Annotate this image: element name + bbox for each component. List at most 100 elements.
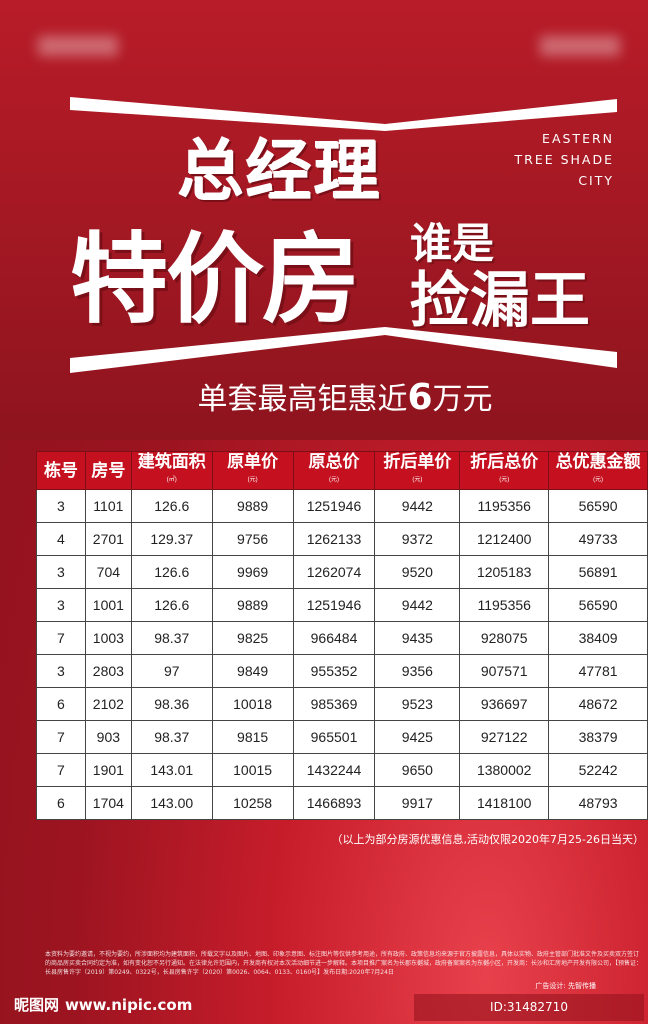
headline-line2: 特价房 [70,223,360,337]
table-cell: 9356 [374,654,461,688]
table-cell: 936697 [459,687,550,721]
column-header: 栋号 [36,451,86,490]
table-cell: 126.6 [130,555,213,589]
table-cell: 955352 [292,654,376,688]
table-cell: 6 [36,687,86,721]
table-cell: 927122 [459,720,550,754]
table-cell: 9849 [211,654,294,688]
table-cell: 1251946 [292,588,376,622]
watermark: 昵图网 www.nipic.com [14,994,192,1015]
headline-line4: 捡漏王 [410,266,590,336]
table-cell: 126.6 [130,588,213,622]
table-cell: 1262133 [292,522,376,556]
table-cell: 143.00 [130,786,213,820]
table-row: 4 2701 129.37 9756 1262133 9372 1212400 49733 [36,522,648,556]
column-header: 总优惠金额 (元) [548,451,648,490]
table-cell: 1101 [84,489,132,523]
table-row: 7 903 98.37 9815 965501 9425 927122 38379 [36,720,648,754]
column-header: 原总价 (元) [292,451,376,490]
watermark-id: ID:31482710 NO:20210327224334275083 [414,994,644,1021]
table-row: 3 2803 97 9849 955352 9356 907571 47781 [36,654,648,688]
table-cell: 966484 [292,621,376,655]
table-row: 7 1003 98.37 9825 966484 9435 928075 38409 [36,621,648,655]
header-label: 栋号 [43,460,78,480]
table-cell: 56891 [548,555,648,589]
table-cell: 143.01 [130,753,213,787]
table-cell: 3 [36,588,86,622]
table-row: 3 1101 126.6 9889 1251946 9442 1195356 56590 [36,489,648,523]
table-cell: 9815 [211,720,294,754]
table-cell: 10258 [211,786,294,820]
table-cell: 1195356 [459,489,550,523]
table-cell: 97 [130,654,213,688]
table-cell: 9756 [211,522,294,556]
activity-note: （以上为部分房源优惠信息,活动仅限2020年7月25-26日当天） [331,833,644,846]
english-line: TREE SHADE [514,152,614,167]
table-cell: 1432244 [292,753,376,787]
header-unit: (元) [247,476,258,483]
table-cell: 98.37 [130,720,213,754]
subtitle-text: 单套最高钜惠近 [197,382,408,417]
table-cell: 9442 [374,489,461,523]
header-label: 折后单价 [383,451,452,471]
bowtie-stripes [70,97,617,373]
table-cell: 1251946 [292,489,376,523]
table-cell: 3 [36,489,86,523]
table-cell: 1212400 [459,522,550,556]
table-cell: 9650 [374,753,461,787]
header-label: 折后总价 [470,451,539,471]
table-row: 3 704 126.6 9969 1262074 9520 1205183 56891 [36,555,648,589]
table-cell: 56590 [548,588,648,622]
design-credit: 广告设计: 先智传播 [535,982,596,990]
english-tagline: EASTERN TREE SHADE CITY [515,128,615,191]
table-cell: 1003 [84,621,132,655]
table-row: 3 1001 126.6 9889 1251946 9442 1195356 56590 [36,588,648,622]
table-cell: 9520 [374,555,461,589]
table-cell: 3 [36,654,86,688]
price-table: 栋号 房号 建筑面积 (㎡) 原单价 (元) 原总价 (元) 折后单价 (元) 折后总价 (元) 总优惠… [36,451,648,820]
header-label: 总优惠金额 [555,451,641,471]
column-header: 折后单价 (元) [374,451,461,490]
table-cell: 9523 [374,687,461,721]
blurred-logo [38,36,118,56]
header-label: 建筑面积 [137,451,206,471]
table-cell: 1262074 [292,555,376,589]
table-cell: 1418100 [459,786,550,820]
table-cell: 126.6 [130,489,213,523]
table-cell: 38379 [548,720,648,754]
table-cell: 9442 [374,588,461,622]
table-cell: 9825 [211,621,294,655]
headline-line3: 谁是 [410,219,495,268]
table-cell: 1901 [84,753,132,787]
subtitle: 单套最高钜惠近6万元 [0,374,648,418]
table-cell: 928075 [459,621,550,655]
column-header: 原单价 (元) [211,451,294,490]
top-stripe [70,97,617,131]
column-header: 折后总价 (元) [459,451,550,490]
table-cell: 1380002 [459,753,550,787]
header-unit: (元) [499,476,510,483]
table-cell: 9917 [374,786,461,820]
table-cell: 3 [36,555,86,589]
table-cell: 47781 [548,654,648,688]
table-row: 6 1704 143.00 10258 1466893 9917 1418100 48793 [36,786,648,820]
table-cell: 98.37 [130,621,213,655]
header-label: 房号 [91,460,126,480]
subtitle-unit: 万元 [432,382,493,417]
column-header: 房号 [84,451,132,490]
disclaimer: 本资料为要约邀请，不视为要约，所涉面积均为建筑面积，所载文字以及图片、地图、印象… [45,951,643,976]
table-cell: 9435 [374,621,461,655]
watermark-url: www.nipic.com [64,996,193,1014]
subtitle-number: 6 [407,377,433,418]
table-cell: 48672 [548,687,648,721]
header-label: 原总价 [308,451,360,471]
table-cell: 7 [36,720,86,754]
table-cell: 903 [84,720,132,754]
header-label: 原单价 [227,451,279,471]
header-unit: (元) [412,476,423,483]
table-row: 7 1901 143.01 10015 1432244 9650 1380002 52242 [36,753,648,787]
watermark-logo: 昵图网 [14,996,60,1014]
table-cell: 7 [36,753,86,787]
table-cell: 49733 [548,522,648,556]
